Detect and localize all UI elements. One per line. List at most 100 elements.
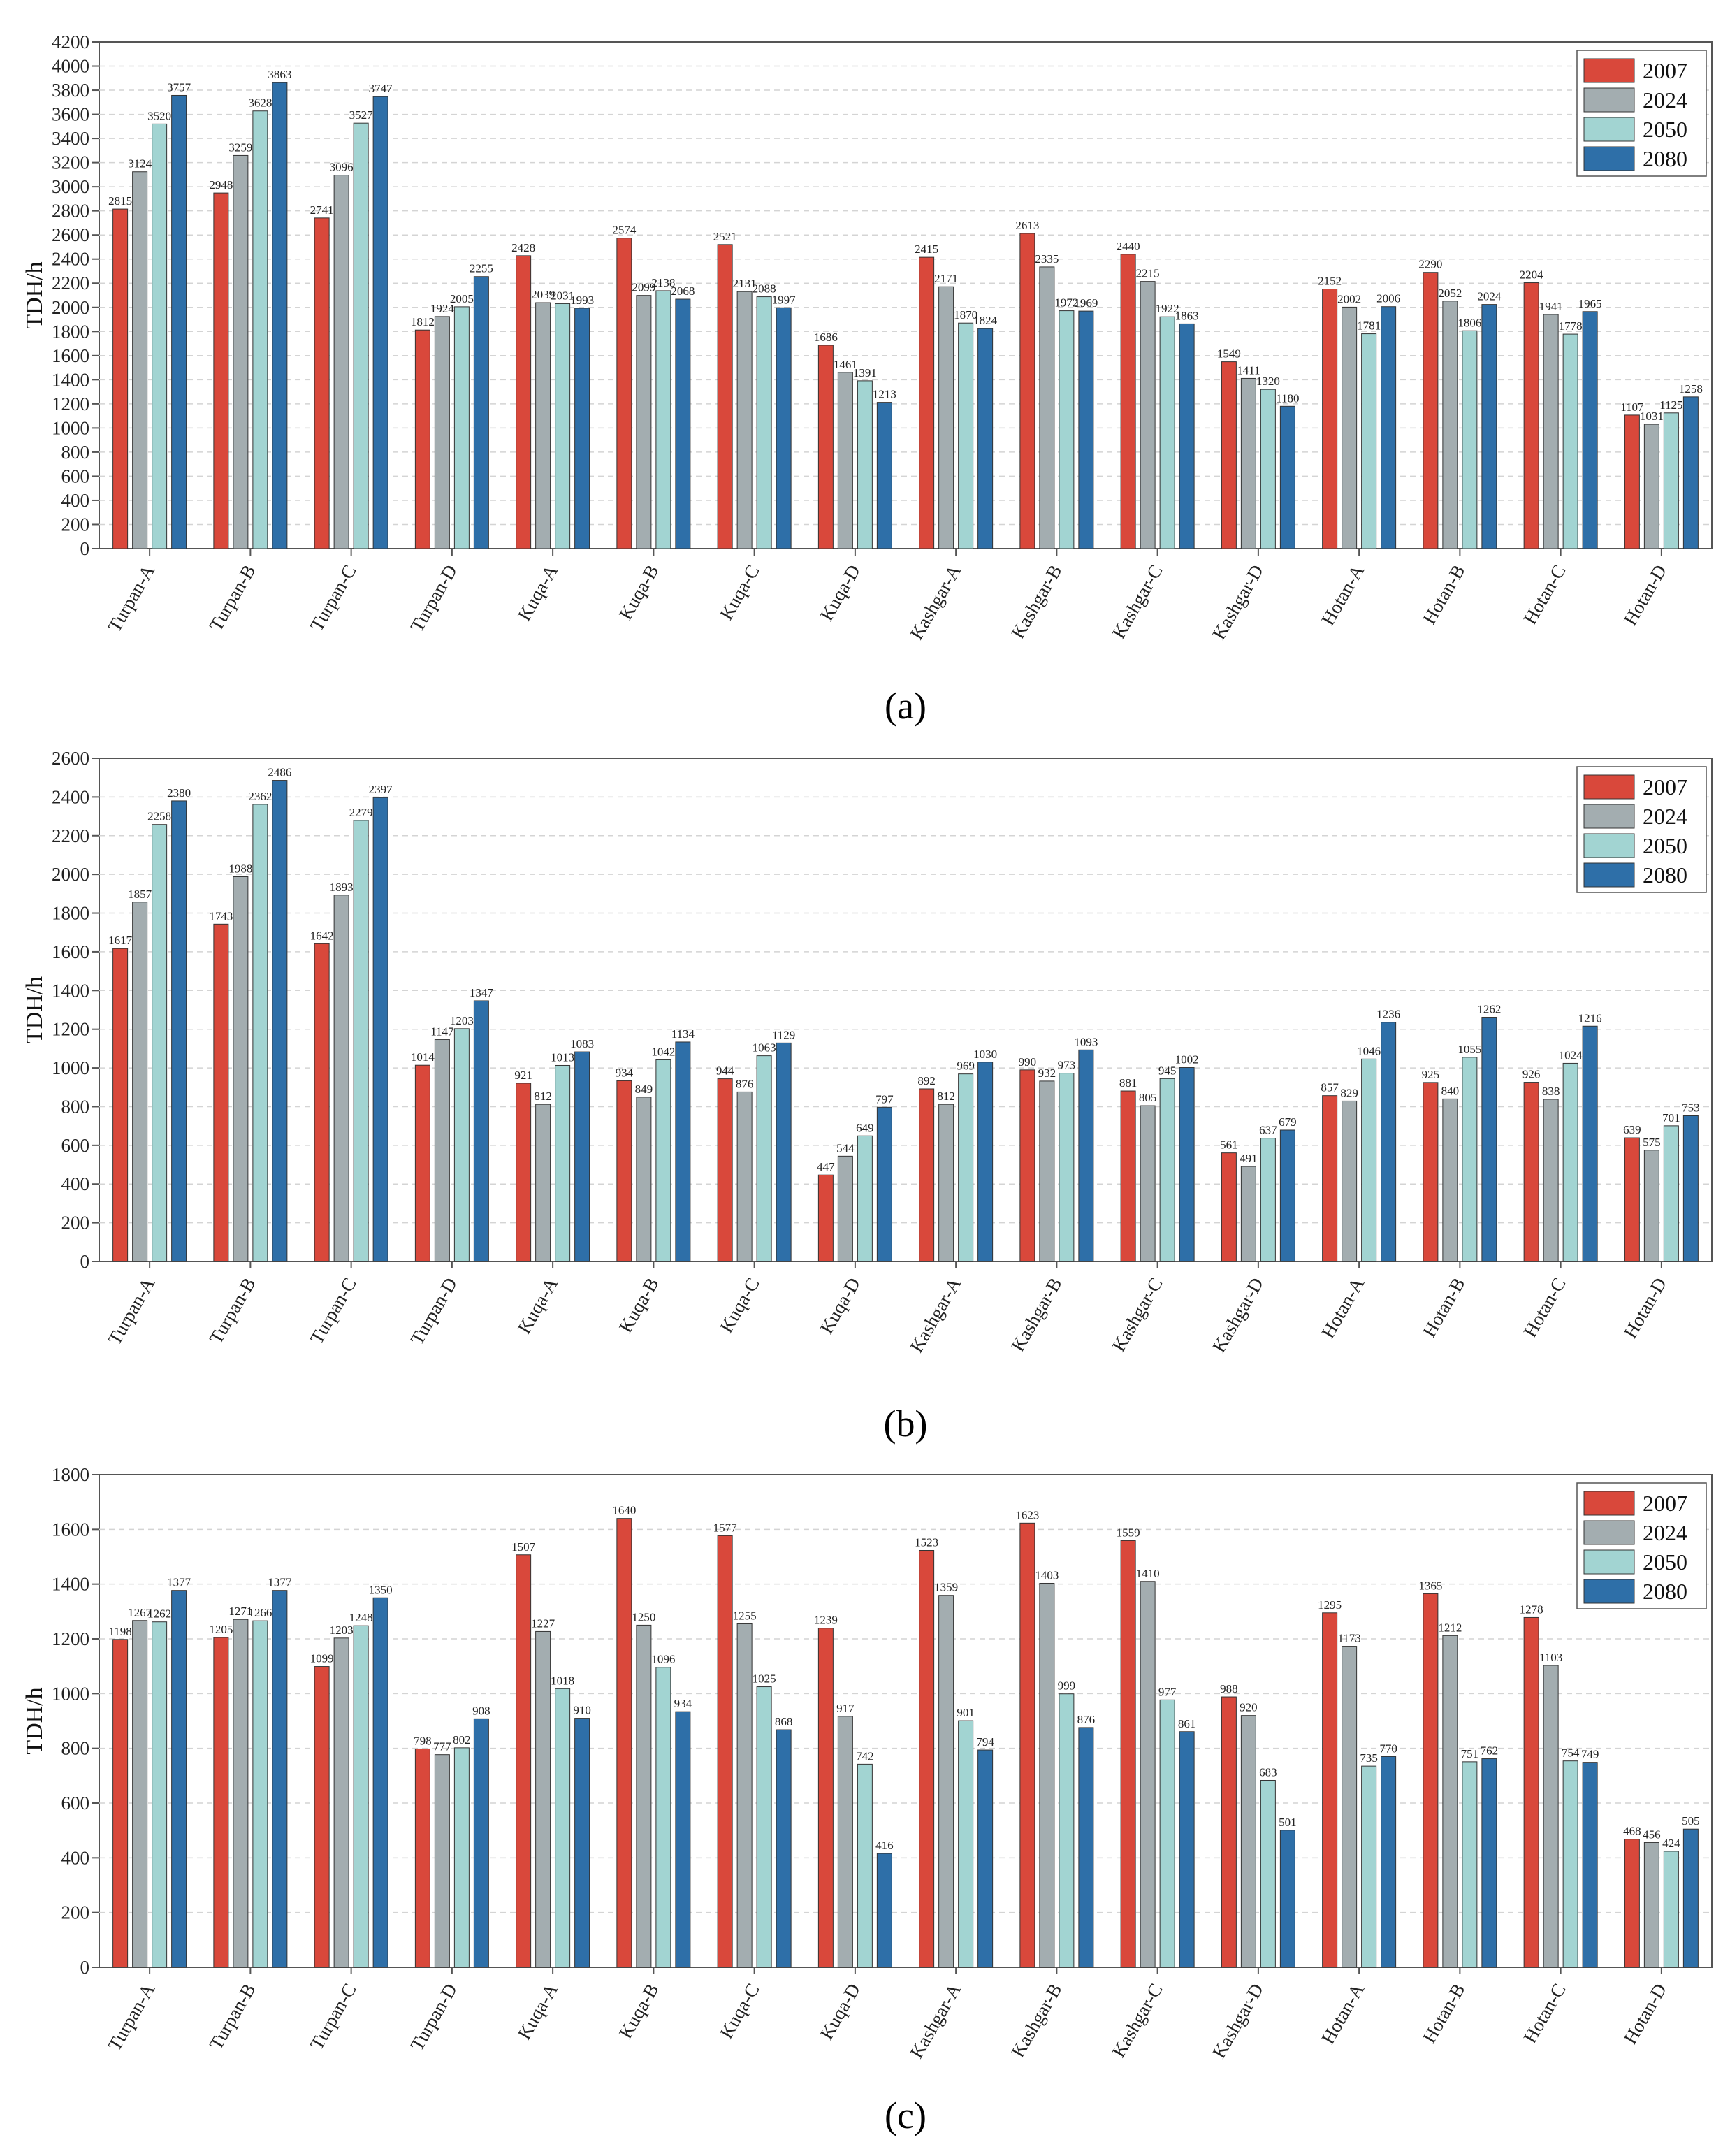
legend-swatch-2080 (1583, 862, 1635, 888)
x-category-label: Kashgar-A (906, 1980, 965, 2062)
bar-2080 (977, 328, 994, 549)
bar-2007 (1120, 1540, 1136, 1968)
data-label: 3124 (128, 157, 152, 171)
bar-2080 (574, 1718, 590, 1968)
y-tick-label: 1800 (52, 903, 89, 924)
bar-2080 (675, 1041, 691, 1262)
x-category-label: Kuqa-A (514, 561, 562, 625)
data-label: 1461 (834, 358, 857, 371)
legend-label: 2007 (1643, 774, 1687, 800)
data-label: 1248 (349, 1611, 373, 1624)
bar-2050 (555, 1688, 571, 1968)
data-label: 1093 (1074, 1035, 1098, 1048)
data-label: 1262 (1477, 1003, 1501, 1016)
bar-2050 (1159, 1078, 1175, 1262)
x-category-label: Hotan-D (1620, 1274, 1671, 1342)
data-label: 1359 (934, 1581, 958, 1594)
x-category-label: Hotan-D (1620, 561, 1671, 629)
bar-2024 (535, 1630, 551, 1968)
bar-2080 (1078, 310, 1094, 549)
bar-2080 (977, 1062, 994, 1262)
legend-label: 2080 (1643, 146, 1687, 171)
bar-2007 (616, 238, 632, 549)
data-label: 881 (1119, 1076, 1137, 1090)
panel-caption: (c) (885, 2094, 926, 2136)
bar-2050 (1059, 310, 1075, 549)
bar-2080 (1078, 1049, 1094, 1262)
bar-2050 (655, 1667, 671, 1968)
bar-2007 (1523, 282, 1539, 549)
x-category-label: Turpan-C (306, 1980, 361, 2053)
data-label: 1857 (128, 888, 152, 901)
bar-2080 (272, 82, 288, 549)
data-label: 1096 (651, 1653, 675, 1666)
data-label: 770 (1379, 1742, 1397, 1755)
data-label: 868 (775, 1715, 793, 1728)
data-label: 917 (836, 1702, 855, 1715)
x-category-label: Kuqa-A (514, 1980, 562, 2043)
bar-2080 (574, 308, 590, 549)
y-tick-label: 1800 (52, 321, 89, 342)
bar-2024 (736, 1623, 753, 1968)
bar-2007 (616, 1518, 632, 1968)
data-label: 701 (1662, 1111, 1680, 1124)
bar-2080 (1481, 1017, 1497, 1262)
y-tick-label: 400 (61, 490, 90, 511)
data-label: 876 (1077, 1713, 1096, 1726)
bar-2007 (1019, 233, 1035, 549)
bar-2024 (333, 895, 349, 1262)
bar-2007 (1423, 1593, 1439, 1968)
panel-c: 0 200 400 600 800 1000 1200 1400 1600 1800 TDH/h Tu… (22, 1464, 1713, 2136)
data-label: 1577 (713, 1521, 738, 1534)
legend-swatch-2080 (1583, 146, 1635, 171)
bar-2007 (414, 1748, 430, 1968)
bar-2007 (112, 1639, 129, 1968)
data-label: 1403 (1035, 1568, 1059, 1582)
data-label: 1365 (1418, 1579, 1442, 1592)
data-label: 1198 (108, 1625, 131, 1638)
bar-2007 (717, 1078, 733, 1262)
bar-2080 (1481, 1758, 1497, 1968)
data-label: 2362 (248, 790, 272, 803)
x-category-label: Turpan-D (406, 561, 461, 635)
bar-2050 (1562, 1062, 1578, 1262)
bar-2007 (1322, 289, 1338, 549)
bar-2080 (1381, 1022, 1397, 1262)
bar-2050 (1361, 1058, 1377, 1262)
data-label: 2486 (268, 766, 291, 779)
bar-2007 (414, 1064, 430, 1262)
data-label: 2741 (310, 203, 334, 217)
bar-2050 (252, 110, 268, 549)
bar-2080 (1682, 1828, 1699, 1968)
data-label: 1018 (551, 1674, 574, 1687)
bar-2050 (453, 306, 470, 549)
data-label: 812 (534, 1090, 552, 1103)
data-label: 1125 (1659, 398, 1682, 412)
bar-2007 (1221, 361, 1237, 549)
bar-2007 (1624, 1137, 1640, 1262)
bar-2080 (372, 1597, 388, 1968)
legend-swatch-2024 (1583, 1520, 1635, 1545)
y-tick-label: 800 (61, 1096, 90, 1117)
bar-2024 (1240, 1166, 1256, 1262)
bar-2080 (1682, 396, 1699, 549)
data-label: 1042 (651, 1045, 675, 1058)
bar-2024 (1643, 1150, 1659, 1262)
data-label: 849 (635, 1083, 653, 1096)
data-label: 925 (1422, 1068, 1440, 1081)
panel-b: 0 200 400 600 800 1000 1200 1400 1600 1800 2000 220… (22, 748, 1713, 1445)
data-label: 2131 (733, 277, 757, 290)
data-label: 1642 (310, 929, 334, 942)
bar-2050 (453, 1028, 470, 1262)
bar-2080 (272, 780, 288, 1262)
data-label: 2005 (450, 292, 474, 305)
bar-2007 (919, 1549, 935, 1968)
x-category-label: Kashgar-D (1208, 1980, 1267, 2062)
data-label: 1031 (1640, 410, 1664, 423)
data-label: 561 (1220, 1138, 1238, 1152)
data-label: 1778 (1559, 319, 1583, 333)
bar-2080 (977, 1749, 994, 1968)
bar-2024 (1543, 1665, 1559, 1968)
bar-2050 (1059, 1693, 1075, 1968)
bar-2080 (1381, 306, 1397, 549)
